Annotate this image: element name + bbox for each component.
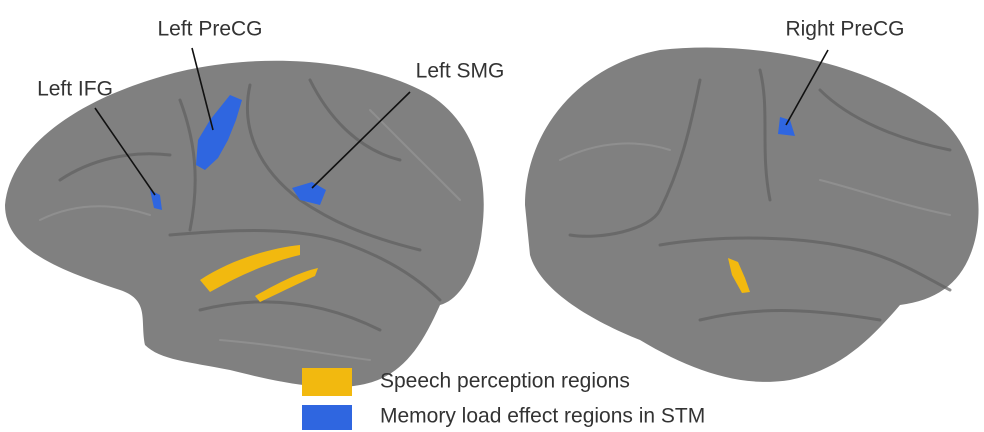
region-label: Right PreCG — [785, 18, 904, 41]
region-label: Left SMG — [416, 60, 505, 83]
legend-label: Memory load effect regions in STM — [380, 405, 705, 428]
left-hemisphere — [5, 61, 484, 387]
region-label: Left PreCG — [157, 18, 262, 41]
region-label: Left IFG — [37, 78, 113, 101]
right-hemisphere — [525, 48, 979, 382]
figure: Left PreCG Left IFG Left SMG Right PreCG… — [0, 0, 984, 432]
legend-label: Speech perception regions — [380, 370, 630, 393]
legend-swatch — [302, 405, 352, 430]
legend-swatch — [302, 368, 352, 396]
